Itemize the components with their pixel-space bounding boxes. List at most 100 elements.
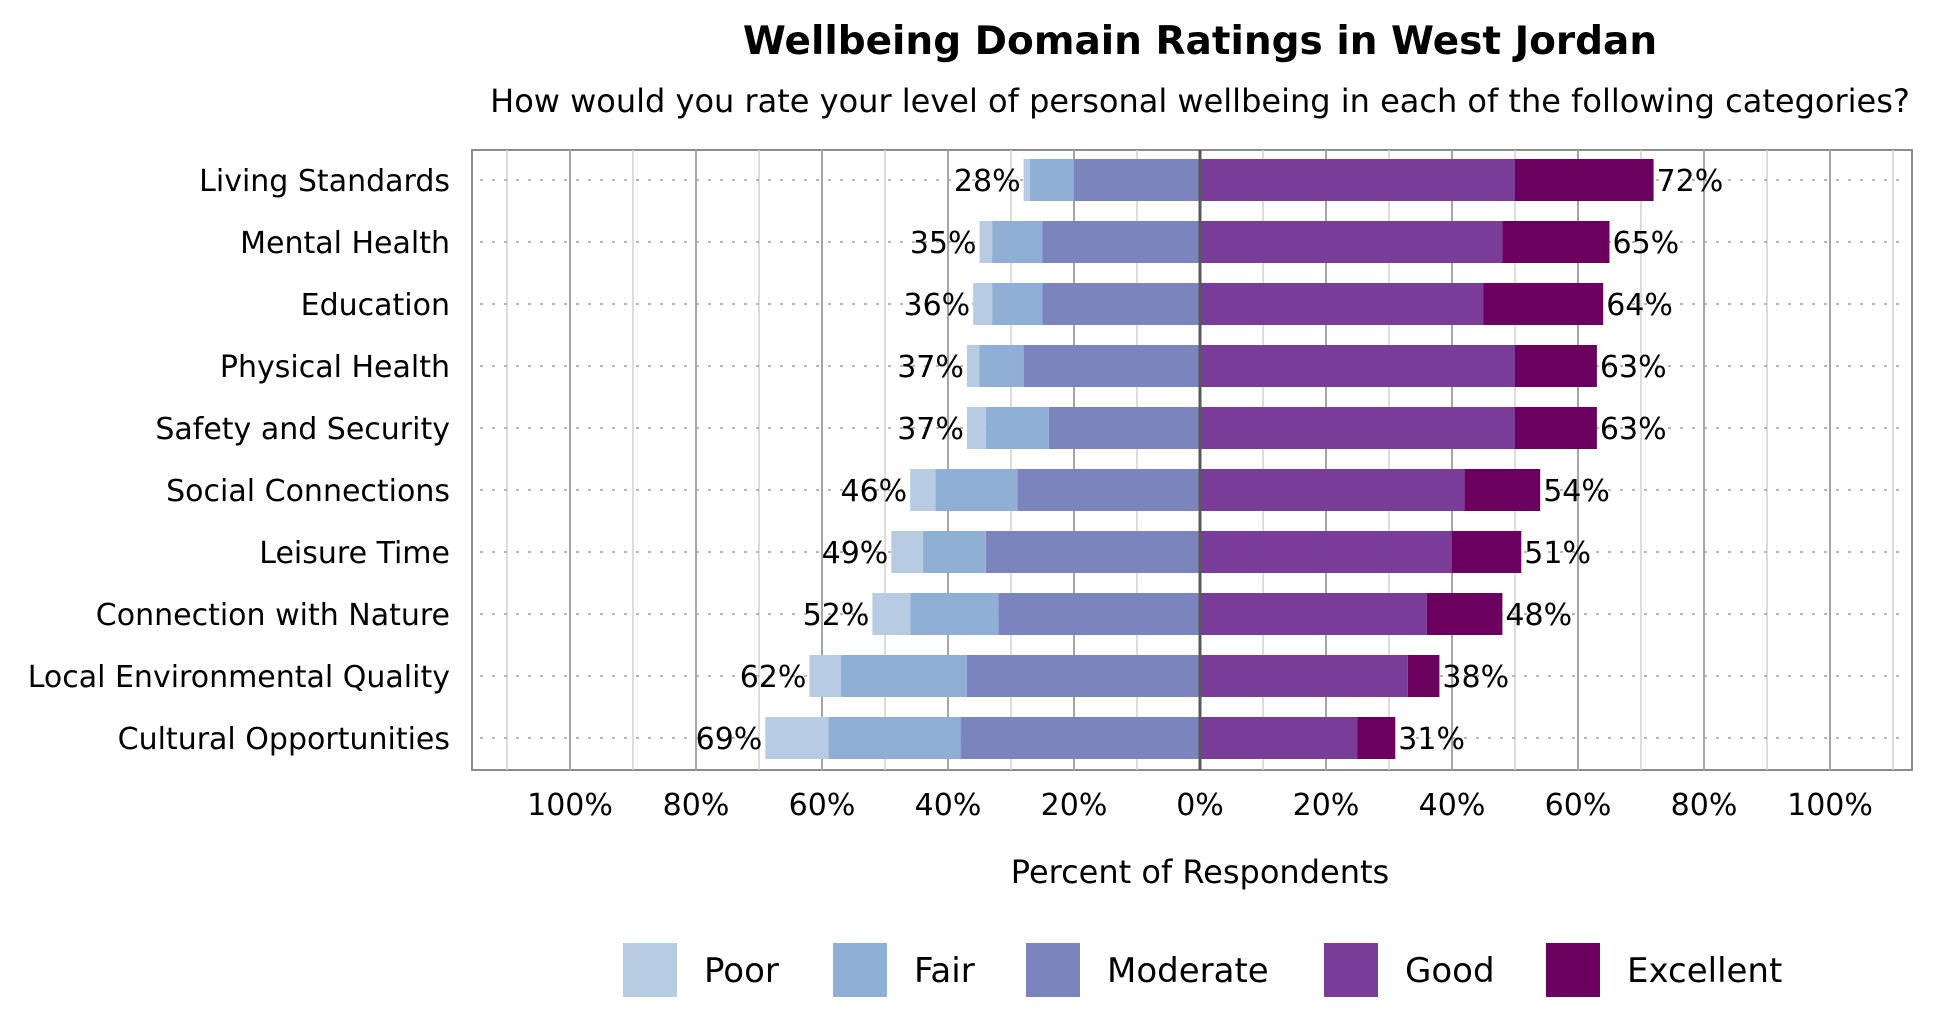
data-label-negative: 36%: [904, 288, 971, 323]
bar-good-1: [1200, 159, 1515, 201]
data-label-negative: 28%: [954, 164, 1021, 199]
data-label-positive: 64%: [1606, 288, 1673, 323]
bar-poor-5: [966, 407, 986, 449]
category-guides: [480, 179, 1904, 739]
bar-fair-8: [910, 593, 999, 635]
x-tick-label: 60%: [789, 788, 856, 823]
data-label-positive: 51%: [1524, 536, 1591, 571]
x-tick-label: 100%: [1787, 788, 1873, 823]
bar-moderate-9: [966, 655, 1200, 697]
category-labels: Living Standards Mental Health Education Ph…: [28, 164, 450, 757]
x-tick-label: 40%: [1419, 788, 1486, 823]
bar-fair-7: [922, 531, 986, 573]
legend-swatch-fair: [833, 943, 887, 997]
bar-fair-2: [992, 221, 1043, 263]
bar-moderate-3: [1042, 283, 1200, 325]
bar-excellent-9: [1407, 655, 1440, 697]
bar-fair-5: [985, 407, 1049, 449]
bar-good-5: [1200, 407, 1515, 449]
legend-label-moderate: Moderate: [1107, 951, 1269, 991]
category-label: Physical Health: [220, 350, 450, 385]
bar-fair-9: [840, 655, 967, 697]
bar-fair-6: [935, 469, 1018, 511]
bar-poor-2: [979, 221, 993, 263]
category-label: Safety and Security: [155, 412, 450, 447]
bar-excellent-8: [1426, 593, 1503, 635]
x-tick-labels: 100% 80% 60% 40% 20% 0% 20% 40% 60% 80% 100%: [527, 788, 1873, 823]
bar-moderate-5: [1048, 407, 1200, 449]
bar-moderate-1: [1074, 159, 1200, 201]
x-tick-label: 80%: [1671, 788, 1738, 823]
bar-excellent-3: [1483, 283, 1604, 325]
category-label: Living Standards: [199, 164, 450, 199]
bar-moderate-7: [985, 531, 1200, 573]
x-tick-label: 20%: [1041, 788, 1108, 823]
bar-excellent-5: [1515, 407, 1597, 449]
bar-good-2: [1200, 221, 1503, 263]
bar-poor-1: [1023, 159, 1030, 201]
data-labels: 28% 72% 35% 65% 36% 64% 37% 63% 37% 63% 46% 54% 49% 5…: [696, 164, 1724, 757]
legend-label-fair: Fair: [914, 951, 975, 991]
data-label-negative: 37%: [897, 412, 964, 447]
bar-moderate-10: [960, 717, 1200, 759]
plot-area-border: [471, 149, 1913, 771]
category-label: Cultural Opportunities: [118, 722, 450, 757]
bar-poor-8: [872, 593, 911, 635]
bar-fair-3: [992, 283, 1043, 325]
data-label-positive: 38%: [1442, 660, 1509, 695]
bar-excellent-2: [1502, 221, 1610, 263]
bar-fair-10: [828, 717, 961, 759]
bar-poor-6: [910, 469, 936, 511]
data-label-negative: 69%: [696, 722, 763, 757]
legend-label-good: Good: [1405, 951, 1495, 991]
bar-good-6: [1200, 469, 1465, 511]
data-label-positive: 65%: [1613, 226, 1680, 261]
bar-poor-3: [973, 283, 993, 325]
x-tick-label: 20%: [1293, 788, 1360, 823]
bar-poor-10: [765, 717, 829, 759]
legend-swatch-good: [1324, 943, 1378, 997]
data-label-negative: 49%: [822, 536, 889, 571]
bar-poor-7: [891, 531, 923, 573]
bar-excellent-10: [1357, 717, 1396, 759]
data-label-positive: 63%: [1600, 412, 1667, 447]
data-label-positive: 54%: [1543, 474, 1610, 509]
legend-swatch-excellent: [1546, 943, 1600, 997]
bar-poor-4: [966, 345, 980, 387]
category-label: Mental Health: [240, 226, 450, 261]
x-tick-label: 80%: [663, 788, 730, 823]
chart-subtitle: How would you rate your level of persona…: [490, 82, 1910, 120]
bar-poor-9: [809, 655, 841, 697]
bar-good-9: [1200, 655, 1408, 697]
bar-fair-1: [1029, 159, 1074, 201]
category-label: Connection with Nature: [96, 598, 450, 633]
bar-moderate-8: [998, 593, 1200, 635]
bar-fair-4: [979, 345, 1024, 387]
bar-moderate-2: [1042, 221, 1200, 263]
chart-title: Wellbeing Domain Ratings in West Jordan: [743, 19, 1657, 64]
data-label-positive: 72%: [1657, 164, 1724, 199]
x-tick-label: 0%: [1176, 788, 1224, 823]
bar-excellent-6: [1464, 469, 1541, 511]
bar-good-3: [1200, 283, 1484, 325]
data-label-negative: 37%: [897, 350, 964, 385]
category-label: Leisure Time: [259, 536, 450, 571]
data-label-positive: 31%: [1398, 722, 1465, 757]
data-label-negative: 52%: [803, 598, 870, 633]
category-label: Social Connections: [166, 474, 450, 509]
legend: Poor Fair Moderate Good Excellent: [623, 943, 1782, 997]
bar-good-10: [1200, 717, 1358, 759]
data-label-negative: 46%: [841, 474, 908, 509]
category-label: Local Environmental Quality: [28, 660, 450, 695]
legend-swatch-moderate: [1026, 943, 1080, 997]
data-label-positive: 63%: [1600, 350, 1667, 385]
bar-moderate-6: [1017, 469, 1200, 511]
legend-label-poor: Poor: [704, 951, 779, 991]
x-tick-label: 40%: [915, 788, 982, 823]
category-label: Education: [301, 288, 450, 323]
bar-good-4: [1200, 345, 1515, 387]
x-tick-label: 60%: [1545, 788, 1612, 823]
legend-label-excellent: Excellent: [1627, 951, 1782, 991]
bar-moderate-4: [1023, 345, 1200, 387]
bar-good-8: [1200, 593, 1427, 635]
